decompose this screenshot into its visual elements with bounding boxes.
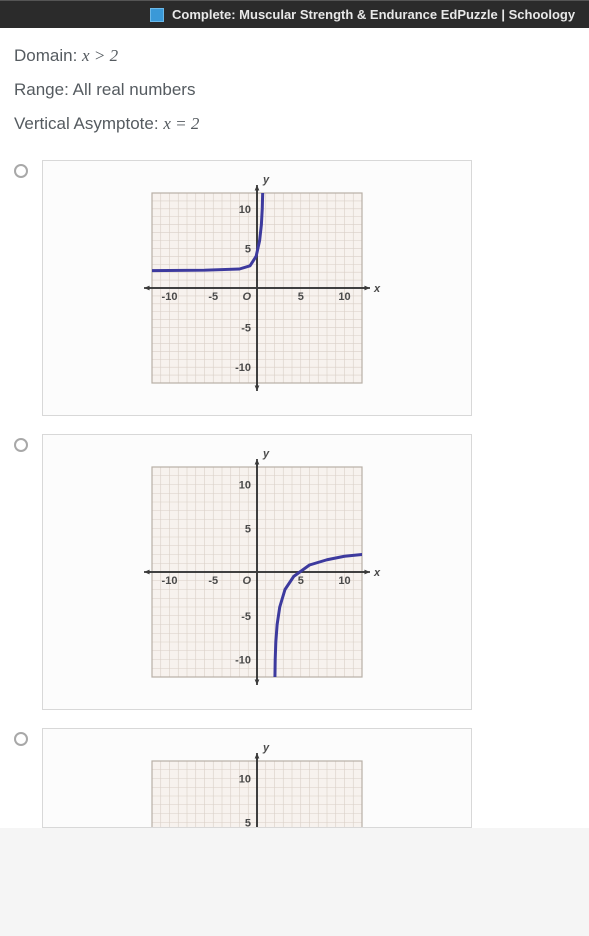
svg-text:-5: -5 bbox=[208, 575, 218, 587]
domain-value: x > 2 bbox=[82, 46, 118, 65]
svg-text:O: O bbox=[242, 575, 251, 587]
range-value: All real numbers bbox=[73, 80, 196, 99]
graph-c: -10-5510105-5-10Oxy bbox=[132, 741, 382, 828]
domain-line: Domain: x > 2 bbox=[14, 46, 575, 66]
domain-label: Domain: bbox=[14, 46, 77, 65]
svg-text:-10: -10 bbox=[162, 291, 178, 303]
option-b-card[interactable]: -10 -5 5 10 10 5 -5 -10 Ox y bbox=[42, 434, 472, 710]
svg-text:10: 10 bbox=[239, 774, 251, 786]
svg-text:-5: -5 bbox=[241, 323, 251, 335]
browser-tab-bar: Complete: Muscular Strength & Endurance … bbox=[0, 0, 589, 28]
svg-text:-10: -10 bbox=[162, 575, 178, 587]
asymptote-value: x = 2 bbox=[163, 114, 199, 133]
question-content: Domain: x > 2 Range: All real numbers Ve… bbox=[0, 28, 589, 828]
svg-text:5: 5 bbox=[298, 291, 304, 303]
answer-options: -10-5510105-5-10Oxy -10-5510105-5-10Oxy … bbox=[14, 160, 575, 828]
svg-text:10: 10 bbox=[239, 204, 251, 216]
asymptote-line: Vertical Asymptote: x = 2 bbox=[14, 114, 575, 134]
svg-text:5: 5 bbox=[245, 817, 251, 828]
radio-c[interactable] bbox=[14, 732, 28, 746]
range-label: Range: bbox=[14, 80, 69, 99]
svg-text:x: x bbox=[373, 283, 381, 295]
tab-favicon bbox=[150, 8, 164, 22]
svg-text:-10: -10 bbox=[235, 362, 251, 374]
graph-a: -10 -5 5 10 10 5 -5 -10 Ox y bbox=[132, 173, 382, 403]
svg-text:5: 5 bbox=[245, 243, 251, 255]
svg-text:y: y bbox=[262, 174, 270, 186]
svg-text:-10: -10 bbox=[235, 655, 251, 667]
option-a-card[interactable]: -10 -5 5 10 10 5 -5 -10 Ox y bbox=[42, 160, 472, 416]
svg-text:10: 10 bbox=[338, 291, 350, 303]
svg-text:x: x bbox=[373, 567, 381, 579]
svg-text:5: 5 bbox=[245, 523, 251, 535]
option-a-row[interactable]: -10 -5 5 10 10 5 -5 -10 Ox y bbox=[14, 160, 575, 416]
radio-a[interactable] bbox=[14, 164, 28, 178]
option-c-row[interactable]: -10-5510105-5-10Oxy bbox=[14, 728, 575, 828]
range-line: Range: All real numbers bbox=[14, 80, 575, 100]
svg-text:-5: -5 bbox=[241, 611, 251, 623]
option-b-row[interactable]: -10 -5 5 10 10 5 -5 -10 Ox y bbox=[14, 434, 575, 710]
radio-b[interactable] bbox=[14, 438, 28, 452]
tab-title: Complete: Muscular Strength & Endurance … bbox=[172, 7, 575, 22]
graph-b: -10 -5 5 10 10 5 -5 -10 Ox y bbox=[132, 447, 382, 697]
svg-text:5: 5 bbox=[298, 575, 304, 587]
asymptote-label: Vertical Asymptote: bbox=[14, 114, 159, 133]
svg-text:y: y bbox=[262, 742, 270, 754]
option-c-card[interactable]: -10-5510105-5-10Oxy bbox=[42, 728, 472, 828]
svg-text:-5: -5 bbox=[208, 291, 218, 303]
svg-text:O: O bbox=[242, 291, 251, 303]
svg-text:10: 10 bbox=[338, 575, 350, 587]
svg-text:10: 10 bbox=[239, 480, 251, 492]
svg-text:y: y bbox=[262, 448, 270, 460]
